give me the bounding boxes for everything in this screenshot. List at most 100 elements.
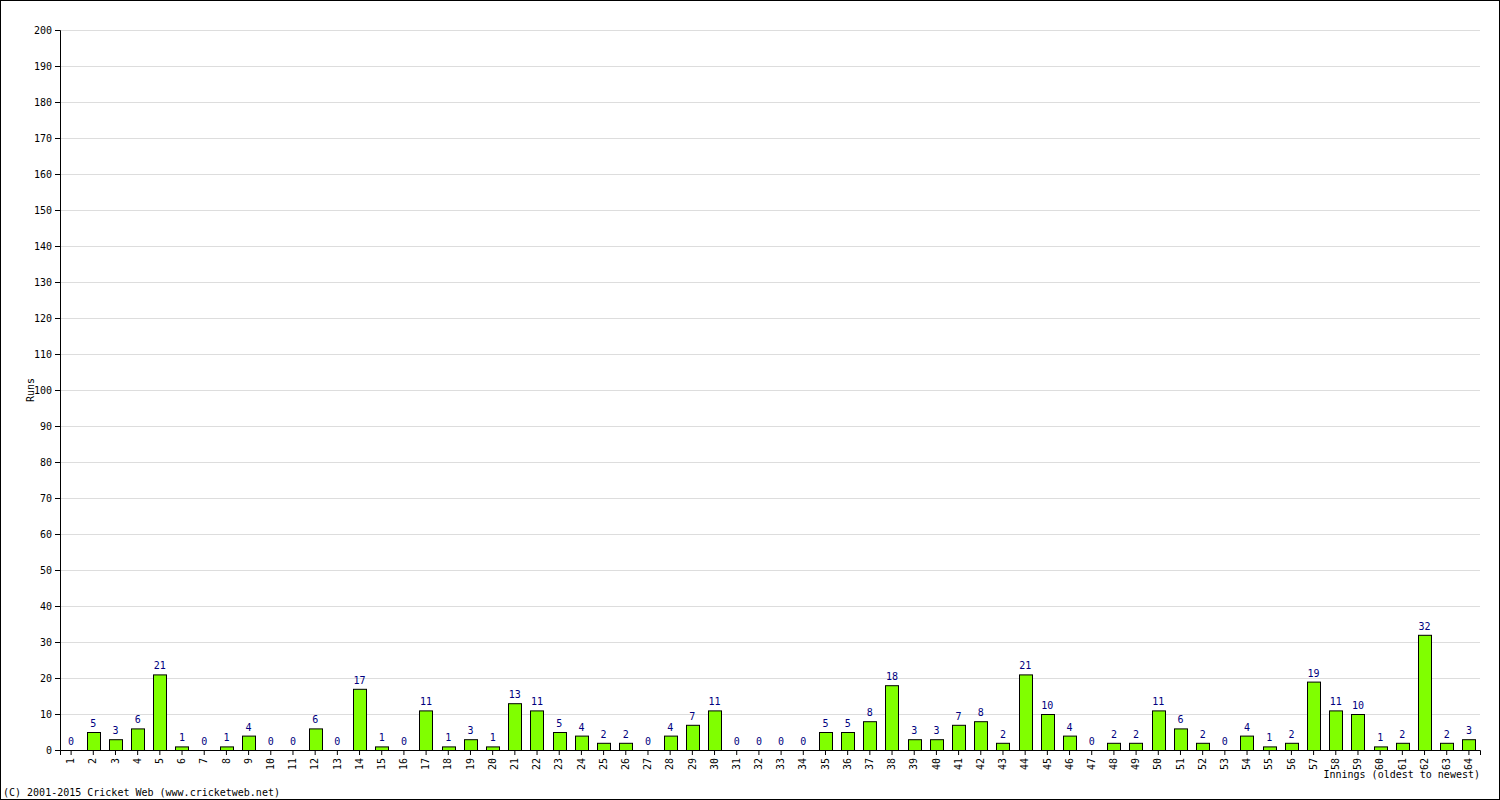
x-tick: 28 — [664, 750, 675, 770]
x-tick: 41 — [953, 750, 964, 770]
x-tick-mark — [1136, 750, 1137, 755]
grid-line — [60, 282, 1480, 283]
y-tick-mark — [55, 678, 60, 679]
x-tick: 2 — [87, 750, 98, 764]
bar — [531, 711, 544, 750]
grid-line — [60, 66, 1480, 67]
bar — [132, 729, 145, 750]
x-tick: 54 — [1241, 750, 1252, 770]
x-tick: 35 — [820, 750, 831, 770]
data-label: 4 — [1067, 722, 1073, 733]
bar — [1419, 635, 1432, 750]
x-tick-label: 35 — [820, 758, 831, 770]
data-label: 5 — [845, 718, 851, 729]
data-label: 3 — [911, 725, 917, 736]
x-tick-mark — [337, 750, 338, 755]
grid-line — [60, 570, 1480, 571]
y-axis: 0102030405060708090100110120130140150160… — [34, 25, 61, 756]
x-tick: 49 — [1130, 750, 1141, 770]
x-axis: 1234567891011121314151617181920212223242… — [61, 750, 1481, 770]
x-tick-mark — [714, 750, 715, 755]
x-tick-mark — [514, 750, 515, 755]
y-tick: 80 — [40, 457, 60, 468]
bar — [1352, 715, 1365, 751]
x-tick: 30 — [709, 750, 720, 770]
x-tick-label: 31 — [731, 758, 742, 770]
x-tick: 27 — [642, 750, 653, 770]
data-label: 0 — [800, 736, 806, 747]
x-tick: 61 — [1397, 750, 1408, 770]
y-tick-label: 20 — [40, 673, 52, 684]
x-tick-mark — [847, 750, 848, 755]
grid-line — [60, 606, 1480, 607]
x-tick: 24 — [576, 750, 587, 770]
bar — [1020, 675, 1033, 750]
x-tick-label: 25 — [598, 758, 609, 770]
x-tick-label: 57 — [1308, 758, 1319, 770]
x-tick: 47 — [1086, 750, 1097, 770]
y-tick: 200 — [34, 25, 60, 36]
y-tick-label: 160 — [34, 169, 52, 180]
x-tick-label: 46 — [1064, 758, 1075, 770]
bar — [1286, 743, 1299, 750]
chart: 0102030405060708090100110120130140150160… — [0, 0, 1500, 800]
data-label: 11 — [1152, 696, 1164, 707]
data-label: 4 — [246, 722, 252, 733]
x-tick-mark — [204, 750, 205, 755]
x-tick: 42 — [975, 750, 986, 770]
x-tick-mark — [315, 750, 316, 755]
data-label: 11 — [1330, 696, 1342, 707]
data-label: 0 — [1222, 736, 1228, 747]
bar — [1130, 743, 1143, 750]
x-tick-mark — [492, 750, 493, 755]
y-tick-mark — [55, 462, 60, 463]
bar — [1308, 682, 1321, 750]
x-tick-mark — [1291, 750, 1292, 755]
x-tick-label: 32 — [753, 758, 764, 770]
x-tick-label: 55 — [1263, 758, 1274, 770]
y-tick-label: 150 — [34, 205, 52, 216]
x-tick-label: 24 — [576, 758, 587, 770]
x-tick: 44 — [1019, 750, 1030, 770]
y-tick-label: 70 — [40, 493, 52, 504]
data-label: 3 — [933, 725, 939, 736]
x-tick-label: 28 — [664, 758, 675, 770]
annotation: (C) 2001-2015 Cricket Web (www.cricketwe… — [3, 787, 280, 798]
y-tick: 110 — [34, 349, 60, 360]
grid — [60, 31, 1480, 751]
x-tick: 10 — [265, 750, 276, 770]
x-tick-label: 2 — [87, 758, 98, 764]
grid-line — [60, 678, 1480, 679]
y-tick-label: 190 — [34, 61, 52, 72]
x-tick-mark — [914, 750, 915, 755]
bar — [1463, 740, 1476, 750]
grid-line — [60, 534, 1480, 535]
x-tick-label: 48 — [1108, 758, 1119, 770]
x-tick: 19 — [465, 750, 476, 770]
y-tick: 90 — [40, 421, 60, 432]
x-tick: 34 — [797, 750, 808, 770]
x-tick: 26 — [620, 750, 631, 770]
grid-line — [60, 318, 1480, 319]
y-tick-label: 30 — [40, 637, 52, 648]
y-tick-mark — [55, 534, 60, 535]
x-tick: 23 — [553, 750, 564, 770]
x-tick-mark — [1335, 750, 1336, 755]
y-tick: 30 — [40, 637, 60, 648]
bar — [176, 747, 189, 750]
data-label: 0 — [645, 736, 651, 747]
bar — [687, 725, 700, 750]
x-tick-mark — [781, 750, 782, 755]
x-tick-mark — [1158, 750, 1159, 755]
y-tick: 70 — [40, 493, 60, 504]
x-tick-mark — [137, 750, 138, 755]
grid-line — [60, 390, 1480, 391]
bar — [221, 747, 234, 750]
data-label: 6 — [135, 714, 141, 725]
y-tick-label: 170 — [34, 133, 52, 144]
x-tick-mark — [71, 750, 72, 755]
x-tick: 58 — [1330, 750, 1341, 770]
data-label: 0 — [334, 736, 340, 747]
bar — [88, 733, 101, 751]
y-tick-mark — [55, 318, 60, 319]
